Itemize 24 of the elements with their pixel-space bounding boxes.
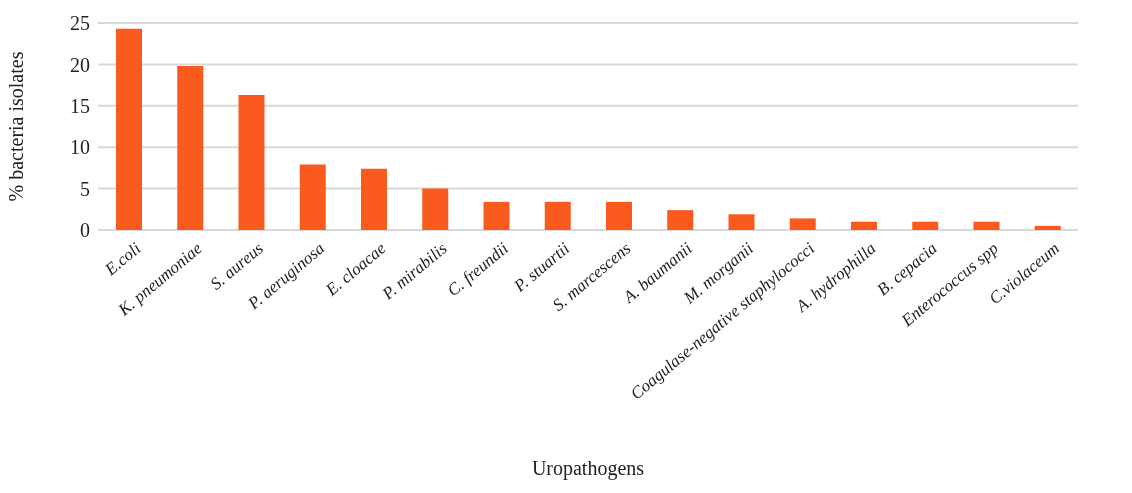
bar [973,221,1000,230]
bar [851,221,877,230]
bar [116,28,142,230]
y-tick-label: 0 [80,219,90,242]
bar [912,221,939,230]
y-tick-label: 5 [80,177,90,200]
bar [667,210,694,230]
y-tick-label: 15 [70,94,90,117]
bar [483,201,510,230]
bar [728,214,755,230]
y-tick-label: 10 [70,136,90,159]
bar [299,164,326,230]
bar [238,95,265,230]
y-tick-label: 20 [70,53,90,76]
y-axis-title: % bacteria isolates [5,51,28,202]
bar [361,168,387,230]
bar [789,218,816,230]
bar [1034,225,1061,230]
bar [177,66,204,230]
y-tick-label: 25 [70,12,90,35]
bar [606,201,632,230]
bar [422,188,449,230]
bar [544,201,571,230]
x-axis-title: Uropathogens [531,457,645,480]
